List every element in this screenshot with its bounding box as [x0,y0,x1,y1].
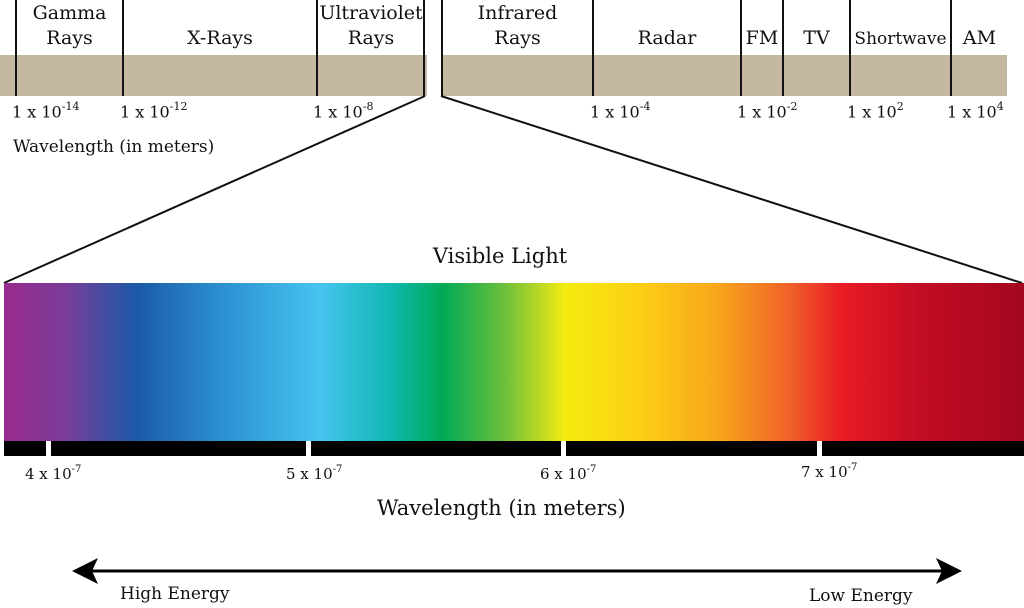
spectrum-tick [306,441,311,456]
band-label-line1: FM [745,27,779,49]
low-energy-label: Low Energy [809,586,913,606]
visible-tick-label: 5 x 10-7 [286,464,343,483]
visible-tick-label: 4 x 10-7 [25,464,82,483]
wavelength-tick: 1 x 10-2 [737,100,798,122]
band-label-line1: Radar [637,27,697,49]
band-label-line1: AM [962,27,997,49]
band-divider [316,0,318,96]
top-axis-label: Wavelength (in meters) [13,137,215,157]
em-spectrum-band [0,55,1007,96]
spectrum-scale-bar [4,441,1024,456]
band-label-line1: Infrared [477,2,558,24]
bottom-axis-label: Wavelength (in meters) [377,496,626,520]
band-divider [849,0,851,96]
band-divider [122,0,124,96]
high-energy-label: High Energy [120,584,230,604]
spectrum-tick [817,441,822,456]
visible-spectrum [4,283,1024,441]
band-label-uv: Ultraviolet Rays [317,1,425,51]
visible-tick-label: 7 x 10-7 [801,462,858,481]
band-divider [423,0,425,96]
band-label-line1: Shortwave [854,29,947,49]
band-label-line1: Gamma [32,2,107,24]
band-divider [950,0,952,96]
spectrum-tick [46,441,51,456]
band-divider [592,0,594,96]
band-label-am: AM [952,26,1007,51]
band-divider [15,0,17,96]
energy-arrow-head-left [72,558,98,584]
band-label-xray: X-Rays [124,26,316,51]
band-label-fm: FM [742,26,782,51]
wavelength-tick: 1 x 104 [947,100,1004,122]
band-label-line2: Rays [46,27,93,49]
band-label-radar: Radar [594,26,740,51]
wavelength-tick: 1 x 10-14 [12,100,80,122]
band-label-line1: X-Rays [187,27,253,49]
band-label-shortwave: Shortwave [851,27,950,52]
wavelength-tick: 1 x 10-12 [120,100,188,122]
wavelength-tick: 1 x 102 [847,100,904,122]
spectrum-tick [561,441,566,456]
wavelength-tick: 1 x 10-4 [590,100,651,122]
band-label-ir: Infrared Rays [443,1,592,51]
band-label-tv: TV [784,26,849,51]
band-label-line2: Rays [494,27,541,49]
energy-arrow-head-right [936,558,962,584]
band-divider [782,0,784,96]
band-gap [427,55,441,96]
visible-tick-label: 6 x 10-7 [540,464,597,483]
wavelength-tick: 1 x 10-8 [313,100,374,122]
band-label-line1: TV [803,27,830,49]
band-label-line2: Rays [347,27,395,49]
band-divider [441,0,443,96]
visible-light-title: Visible Light [432,244,568,268]
band-label-gamma: Gamma Rays [17,1,122,51]
band-label-line1: Ultraviolet [319,2,423,24]
band-divider [740,0,742,96]
